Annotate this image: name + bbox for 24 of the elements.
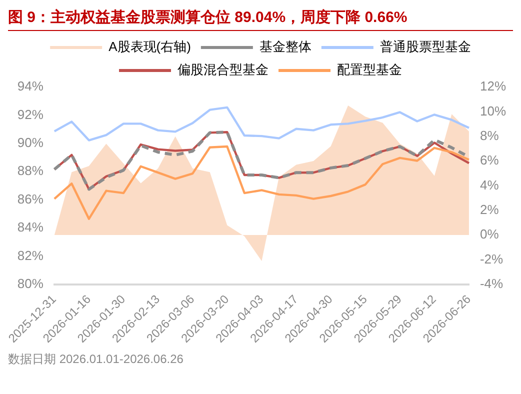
y2-tick-label: 10%	[480, 103, 506, 118]
y-tick-label: 90%	[17, 134, 44, 150]
y-tick-label: 86%	[17, 191, 44, 206]
y2-tick-label: -2%	[480, 251, 504, 266]
y-tick-label: 80%	[17, 276, 44, 291]
y2-tick-label: 2%	[480, 202, 500, 217]
legend-label: 普通股票型基金	[380, 39, 471, 54]
y2-tick-label: 8%	[480, 128, 500, 143]
chart-title: 图 9：主动权益基金股票测算仓位 89.04%，周度下降 0.66%	[8, 8, 513, 31]
legend-label: 偏股混合型基金	[178, 62, 268, 78]
y2-tick-label: 12%	[480, 78, 506, 94]
legend-label: 配置型基金	[337, 62, 402, 78]
y-tick-label: 88%	[17, 163, 44, 178]
y2-tick-label: 4%	[480, 177, 500, 192]
legend-label: A股表现(右轴)	[108, 39, 191, 54]
y-tick-label: 84%	[17, 220, 44, 235]
text: 数据日期 2026.01.01-2026.06.26	[8, 351, 184, 368]
y-tick-label: 94%	[17, 78, 44, 94]
y2-tick-label: 0%	[480, 226, 500, 242]
y-tick-label: 92%	[17, 106, 44, 122]
legend-label: 基金整体	[259, 39, 312, 54]
y2-tick-label: 6%	[480, 152, 500, 168]
y2-tick-label: -4%	[480, 276, 504, 291]
y-tick-label: 82%	[17, 248, 44, 263]
